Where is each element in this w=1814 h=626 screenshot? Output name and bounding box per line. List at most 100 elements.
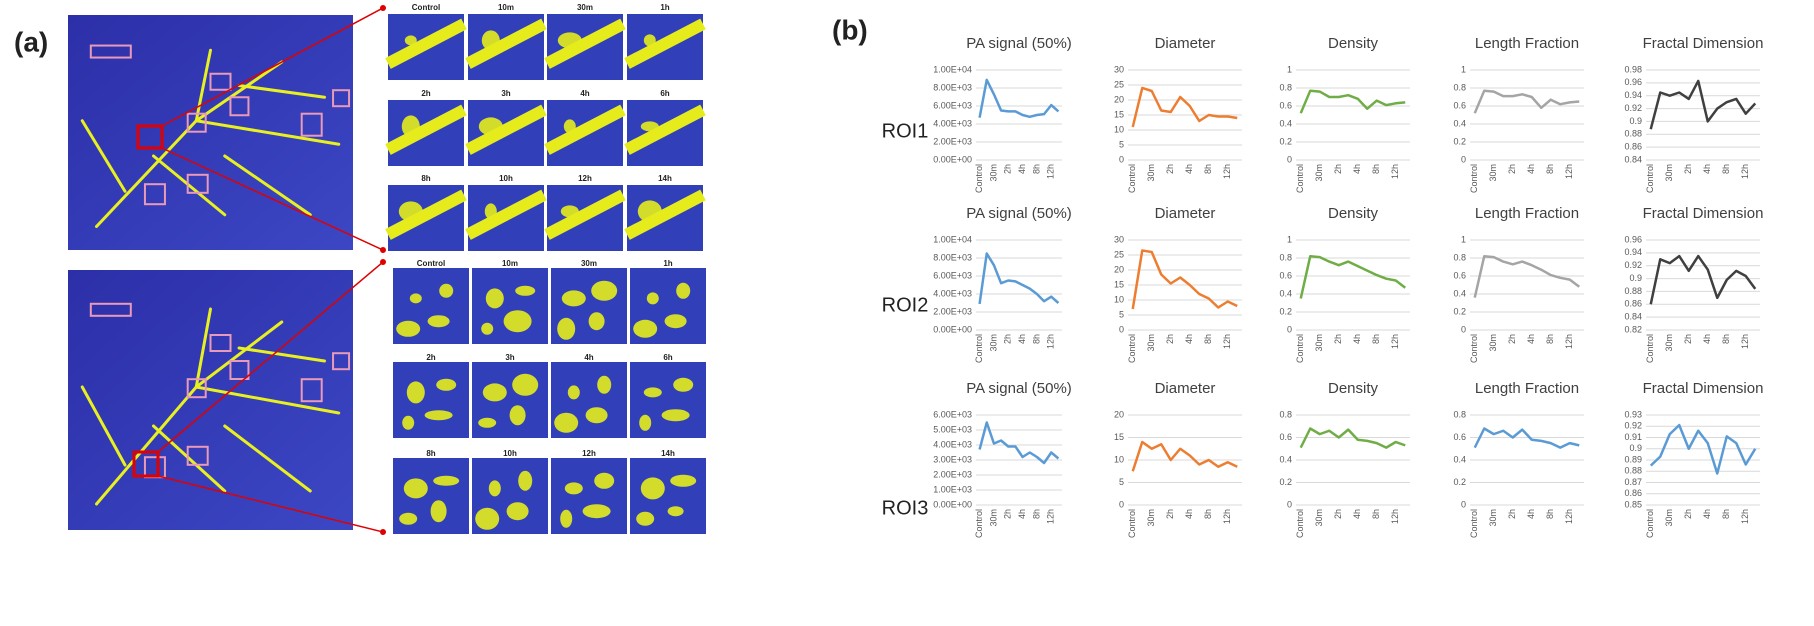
blob bbox=[503, 310, 532, 333]
thumb-label: 3h bbox=[505, 353, 514, 362]
x-tick-label: 4h bbox=[1184, 164, 1194, 174]
y-tick-label: 0.2 bbox=[1279, 136, 1292, 146]
x-tick-label: 8h bbox=[1031, 164, 1041, 174]
vessel bbox=[80, 385, 127, 467]
blob bbox=[639, 414, 652, 431]
y-tick-label: 0.9 bbox=[1629, 116, 1642, 126]
vessel bbox=[194, 119, 341, 146]
blob bbox=[409, 293, 422, 304]
x-tick-label: Control bbox=[1645, 164, 1655, 193]
chart-title: PA signal (50%) bbox=[966, 205, 1072, 222]
x-tick-label: 2h bbox=[1507, 509, 1517, 519]
blob bbox=[398, 201, 423, 222]
roi-box bbox=[89, 302, 132, 317]
y-tick-label: 0.00E+00 bbox=[933, 324, 972, 334]
y-tick-label: 0.88 bbox=[1624, 129, 1642, 139]
y-tick-label: 0.94 bbox=[1624, 90, 1642, 100]
roi-box bbox=[209, 334, 232, 352]
y-tick-label: 0.84 bbox=[1624, 312, 1642, 322]
x-tick-label: 4h bbox=[1526, 509, 1536, 519]
blob bbox=[518, 470, 533, 491]
y-tick-label: 15 bbox=[1114, 279, 1124, 289]
line bbox=[1649, 254, 1757, 305]
x-tick-label: 12h bbox=[1740, 334, 1750, 349]
y-tick-label: 0.92 bbox=[1624, 260, 1642, 270]
blob bbox=[436, 378, 457, 391]
thumb-label: 12h bbox=[582, 449, 596, 458]
y-tick-label: 0.2 bbox=[1453, 306, 1466, 316]
vessel bbox=[544, 189, 626, 240]
blob bbox=[557, 32, 582, 49]
x-tick-label: 8h bbox=[1371, 509, 1381, 519]
roi-box bbox=[186, 378, 207, 399]
y-tick-label: 25 bbox=[1114, 249, 1124, 259]
arrow bbox=[161, 7, 384, 127]
blob bbox=[597, 375, 612, 394]
y-tick-label: 0.94 bbox=[1624, 247, 1642, 257]
y-tick-label: 0.92 bbox=[1624, 421, 1642, 431]
x-tick-label: 2h bbox=[1333, 164, 1343, 174]
y-tick-label: 6.00E+03 bbox=[933, 100, 972, 110]
chart-title: Density bbox=[1328, 35, 1379, 52]
y-tick-label: 0.88 bbox=[1624, 286, 1642, 296]
y-tick-label: 5 bbox=[1119, 477, 1124, 487]
thumb-label: 4h bbox=[584, 353, 593, 362]
y-tick-label: 15 bbox=[1114, 432, 1124, 442]
y-tick-label: 0 bbox=[1287, 324, 1292, 334]
y-tick-label: 2.00E+03 bbox=[933, 469, 972, 479]
roi-box bbox=[300, 378, 323, 403]
x-tick-label: 2h bbox=[1507, 164, 1517, 174]
blob bbox=[512, 373, 539, 396]
x-tick-label: 4h bbox=[1017, 164, 1027, 174]
x-tick-label: Control bbox=[1469, 509, 1479, 538]
x-tick-label: 8h bbox=[1545, 509, 1555, 519]
x-tick-label: Control bbox=[1295, 164, 1305, 193]
y-tick-label: 15 bbox=[1114, 109, 1124, 119]
thumb-label: 2h bbox=[426, 353, 435, 362]
y-tick-label: 0.86 bbox=[1624, 142, 1642, 152]
x-tick-label: 12h bbox=[1046, 164, 1056, 179]
blob bbox=[676, 282, 691, 299]
vessel bbox=[95, 385, 198, 506]
y-tick-label: 0.86 bbox=[1624, 488, 1642, 498]
roi-box bbox=[300, 112, 323, 137]
image-panel: Control 10m 30m 1h 2h 3h 4h 6h 8h 10h 12h 14h Contro… bbox=[68, 3, 706, 535]
x-tick-label: 12h bbox=[1390, 334, 1400, 349]
arrow-head bbox=[380, 247, 386, 253]
y-tick-label: 10 bbox=[1114, 454, 1124, 464]
y-tick-label: 0 bbox=[1461, 154, 1466, 164]
x-tick-label: Control bbox=[974, 164, 984, 193]
thumb-label: 6h bbox=[660, 89, 669, 98]
line bbox=[1131, 86, 1238, 128]
blob bbox=[594, 472, 615, 489]
y-tick-label: 0.8 bbox=[1453, 252, 1466, 262]
thumb-label: 14h bbox=[661, 449, 675, 458]
blob bbox=[591, 280, 618, 301]
line bbox=[978, 78, 1060, 119]
x-tick-label: 8h bbox=[1203, 509, 1213, 519]
x-tick-label: 2h bbox=[1003, 334, 1013, 344]
x-tick-label: Control bbox=[1295, 509, 1305, 538]
y-tick-label: 0.8 bbox=[1279, 252, 1292, 262]
blob bbox=[482, 383, 507, 402]
thumb-label: 10m bbox=[498, 3, 514, 12]
x-tick-label: 8h bbox=[1721, 164, 1731, 174]
vessel bbox=[194, 307, 212, 389]
thumb-label: 4h bbox=[580, 89, 589, 98]
blob bbox=[563, 119, 576, 134]
y-tick-label: 0.4 bbox=[1279, 118, 1292, 128]
vessel bbox=[237, 346, 326, 363]
y-tick-label: 0.92 bbox=[1624, 103, 1642, 113]
x-tick-label: 12h bbox=[1564, 164, 1574, 179]
line bbox=[1649, 79, 1757, 130]
thumb-label: 3h bbox=[501, 89, 510, 98]
blob bbox=[646, 292, 659, 305]
y-tick-label: 0.4 bbox=[1453, 454, 1466, 464]
y-tick-label: 8.00E+03 bbox=[933, 252, 972, 262]
x-tick-label: 4h bbox=[1017, 334, 1027, 344]
y-tick-label: 0.8 bbox=[1453, 409, 1466, 419]
x-tick-label: 8h bbox=[1371, 334, 1381, 344]
blob bbox=[488, 480, 501, 497]
thumb-label: 6h bbox=[663, 353, 672, 362]
